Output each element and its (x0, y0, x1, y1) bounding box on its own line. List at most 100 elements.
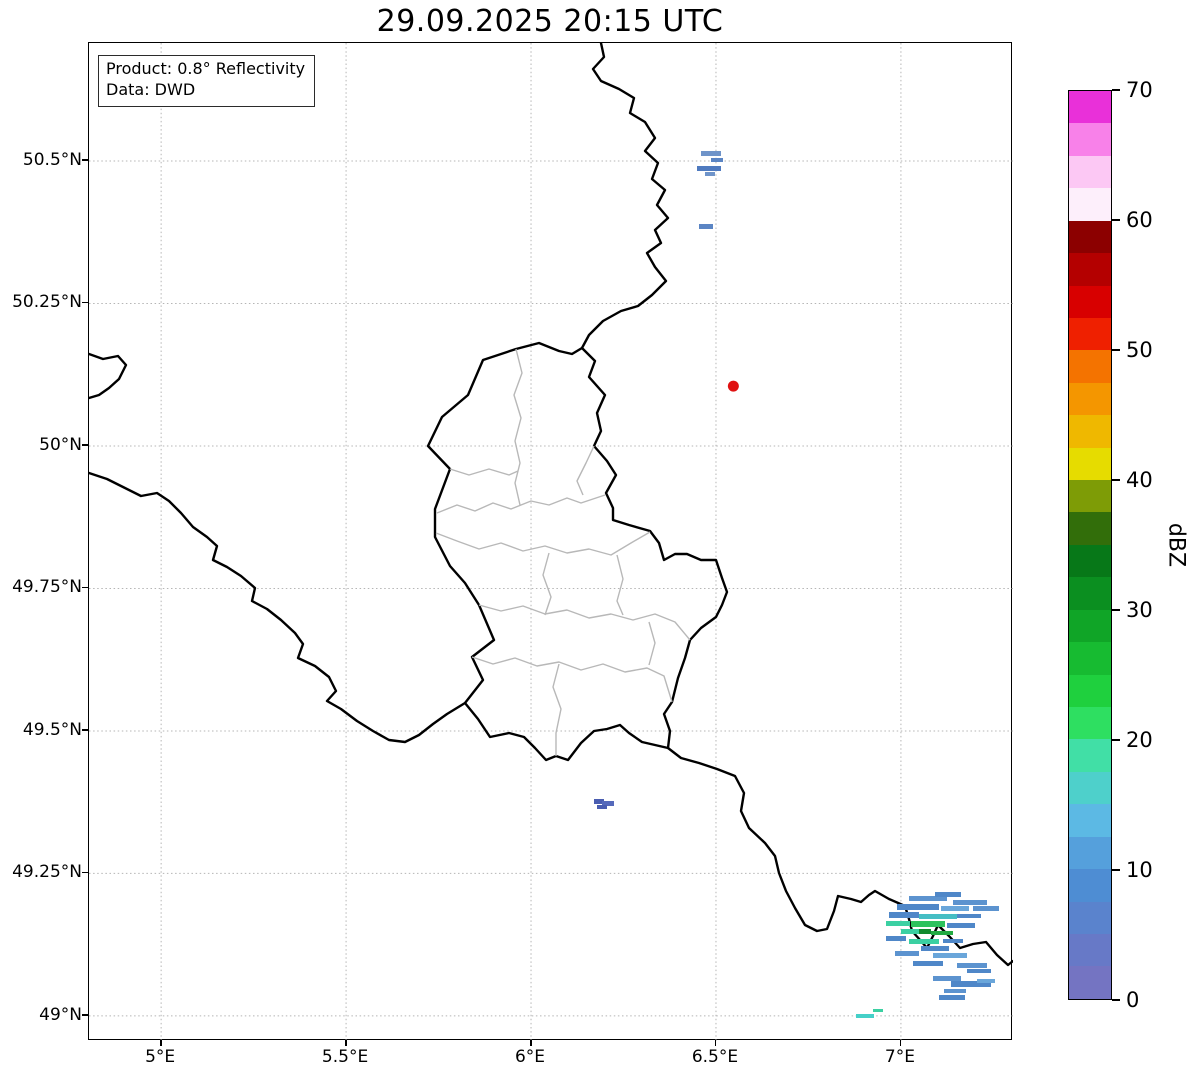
x-tick-label: 5.5°E (321, 1047, 369, 1067)
radar-echo (941, 906, 969, 911)
radar-echo (957, 963, 987, 968)
x-tick-mark (899, 1040, 902, 1046)
y-tick-label: 49.75°N (12, 577, 82, 598)
canton-line (435, 531, 651, 556)
radar-echo (594, 799, 604, 804)
x-tick-mark (530, 1040, 532, 1046)
radar-echo (973, 906, 999, 911)
colorbar-segment (1069, 869, 1111, 902)
colorbar-segment (1069, 771, 1111, 805)
radar-echo (597, 805, 607, 809)
colorbar-tick-label: 10 (1126, 858, 1153, 882)
radar-echo (909, 896, 947, 901)
colorbar-segment (1069, 933, 1111, 967)
border-france-belgium (89, 471, 467, 744)
colorbar-segment (1069, 512, 1111, 545)
colorbar-segment (1069, 382, 1111, 416)
colorbar-segment (1069, 836, 1111, 870)
colorbar-segment (1069, 285, 1111, 318)
luxembourg-outline (426, 341, 729, 762)
radar-echo (889, 912, 919, 918)
y-tick-mark (82, 871, 88, 874)
colorbar-tick-label: 30 (1126, 598, 1153, 622)
colorbar-tick-label: 20 (1126, 728, 1153, 752)
colorbar-segment (1069, 707, 1111, 740)
y-tick-mark (82, 586, 88, 589)
product-info-box: Product: 0.8° Reflectivity Data: DWD (98, 55, 316, 107)
x-tick-label: 6°E (514, 1047, 546, 1067)
radar-echo (886, 921, 910, 926)
colorbar-segment (1069, 966, 1111, 999)
colorbar-segment (1069, 415, 1111, 448)
colorbar-segment (1069, 544, 1111, 578)
radar-echo (856, 1014, 874, 1018)
radar-echo (933, 953, 967, 958)
radar-echo (602, 801, 614, 806)
radar-echo (711, 158, 723, 162)
colorbar-label: dBZ (1163, 522, 1189, 568)
radar-echo (943, 939, 963, 943)
canton-line (542, 552, 552, 616)
colorbar-tick-label: 40 (1126, 468, 1153, 492)
radar-echo (919, 914, 957, 919)
x-tick-label: 6.5°E (691, 1047, 739, 1067)
radar-echo (919, 929, 931, 934)
radar-echo (911, 921, 945, 927)
country-borders (89, 43, 1013, 967)
colorbar-tick-mark (1112, 869, 1120, 871)
canton-line (576, 445, 595, 496)
colorbar-segment (1069, 155, 1111, 189)
colorbar-tick-label: 0 (1126, 988, 1140, 1012)
radar-echo (895, 951, 919, 956)
canton-line (478, 604, 691, 641)
border-france-germany (666, 746, 1013, 967)
radar-echo (873, 1009, 883, 1012)
colorbar-segment (1069, 901, 1111, 934)
x-tick-mark (714, 1040, 717, 1046)
radar-echo (699, 224, 713, 229)
canton-line (513, 348, 523, 506)
colorbar-gradient (1069, 91, 1111, 999)
colorbar-segment (1069, 674, 1111, 708)
radar-echo (705, 172, 715, 176)
colorbar-segment (1069, 253, 1111, 286)
colorbar-tick-mark (1112, 479, 1120, 481)
radar-echo (931, 931, 953, 935)
luxembourg-canton-borders (435, 348, 691, 756)
colorbar-tick-label: 70 (1126, 78, 1153, 102)
y-tick-label: 50.5°N (22, 149, 82, 170)
canton-line (436, 494, 606, 514)
y-tick-mark (82, 159, 88, 161)
canton-line (616, 554, 624, 616)
y-tick-label: 50°N (39, 434, 82, 455)
colorbar-tick-label: 50 (1126, 338, 1153, 362)
radar-echo (901, 929, 931, 934)
colorbar-tick-label: 60 (1126, 208, 1153, 232)
y-tick-label: 49°N (39, 1004, 82, 1025)
colorbar-segment (1069, 804, 1111, 837)
colorbar-segment (1069, 739, 1111, 772)
colorbar-segment (1069, 91, 1111, 124)
radar-echo (909, 939, 939, 944)
radar-echo (957, 914, 981, 918)
colorbar-segment (1069, 642, 1111, 675)
border-france-belgium-givet (89, 352, 128, 400)
radar-echo (897, 904, 939, 910)
colorbar-segment (1069, 188, 1111, 221)
canton-line (648, 621, 656, 666)
colorbar-tick-mark (1112, 89, 1120, 91)
x-tick-mark (345, 1040, 347, 1046)
colorbar-segment (1069, 480, 1111, 513)
radar-echo (947, 923, 975, 928)
colorbar-tick-mark (1112, 999, 1120, 1001)
colorbar-tick-mark (1112, 219, 1120, 221)
radar-echo (967, 969, 991, 973)
radar-echo (939, 995, 965, 1000)
colorbar-segment (1069, 577, 1111, 610)
radar-echo (953, 900, 987, 905)
y-tick-label: 49.25°N (12, 862, 82, 883)
canton-line (552, 663, 562, 756)
y-tick-label: 49.5°N (22, 719, 82, 740)
radar-echo (701, 151, 721, 156)
radar-echo (933, 976, 961, 981)
